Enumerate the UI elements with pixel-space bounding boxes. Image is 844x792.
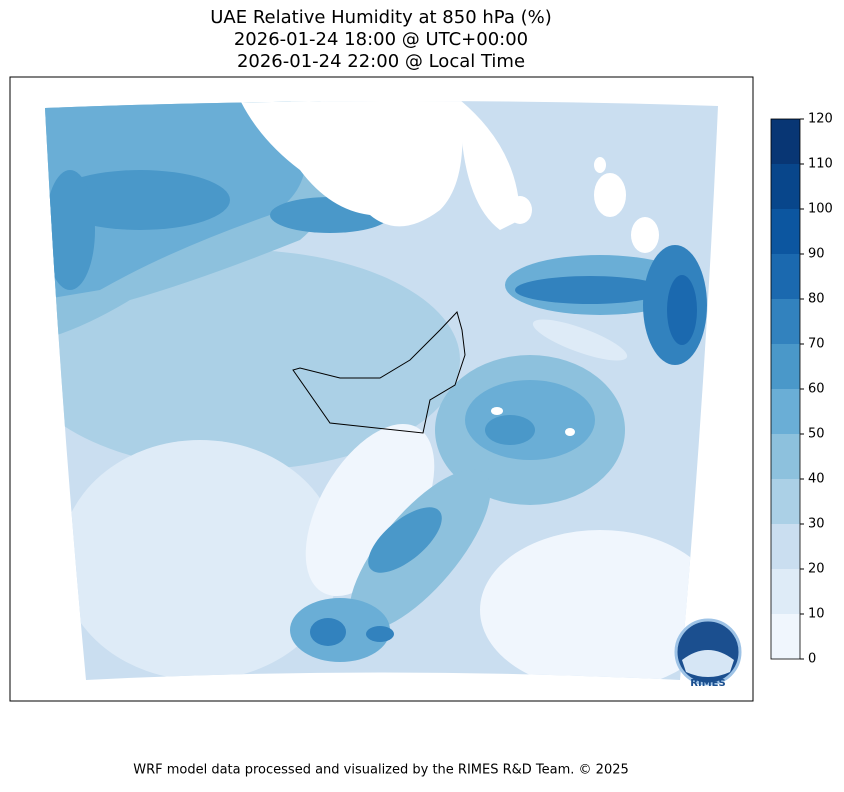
uae-border: [292, 311, 466, 434]
colorbar-tick-label: 20: [808, 562, 825, 577]
title: UAE Relative Humidity at 850 hPa (%): [210, 7, 551, 28]
colorbar-band: [771, 119, 800, 164]
colorbar-tick-label: 90: [808, 247, 825, 262]
colorbar-tick-label: 50: [808, 427, 825, 442]
colorbar-band: [771, 569, 800, 614]
colorbar-band: [771, 524, 800, 569]
colorbar-tick-label: 0: [808, 652, 816, 667]
colorbar-band: [771, 209, 800, 254]
colorbar-tick-label: 100: [808, 202, 833, 217]
colorbar-band: [771, 344, 800, 389]
footer: WRF model data processed and visualized …: [133, 763, 629, 778]
humidity-field: [45, 100, 718, 681]
colorbar-band: [771, 164, 800, 209]
subtitle: 2026-01-24 22:00 @ Local Time: [237, 51, 525, 72]
colorbar-tick-label: 110: [808, 157, 833, 172]
colorbar-tick-label: 80: [808, 292, 825, 307]
colorbar-band: [771, 614, 800, 659]
colorbar-band: [771, 254, 800, 299]
colorbar-tick-label: 40: [808, 472, 825, 487]
colorbar-tick-label: 70: [808, 337, 825, 352]
colorbar-band: [771, 479, 800, 524]
colorbar-tick-label: 30: [808, 517, 825, 532]
colorbar-tick-label: 60: [808, 382, 825, 397]
logo: RIMES: [674, 618, 742, 689]
subtitle: 2026-01-24 18:00 @ UTC+00:00: [234, 29, 528, 50]
colorbar-band: [771, 434, 800, 479]
colorbar-tick-label: 10: [808, 607, 825, 622]
colorbar-tick-label: 120: [808, 112, 833, 127]
colorbar-band: [771, 389, 800, 434]
colorbar-band: [771, 299, 800, 344]
logo-text: RIMES: [690, 678, 725, 689]
